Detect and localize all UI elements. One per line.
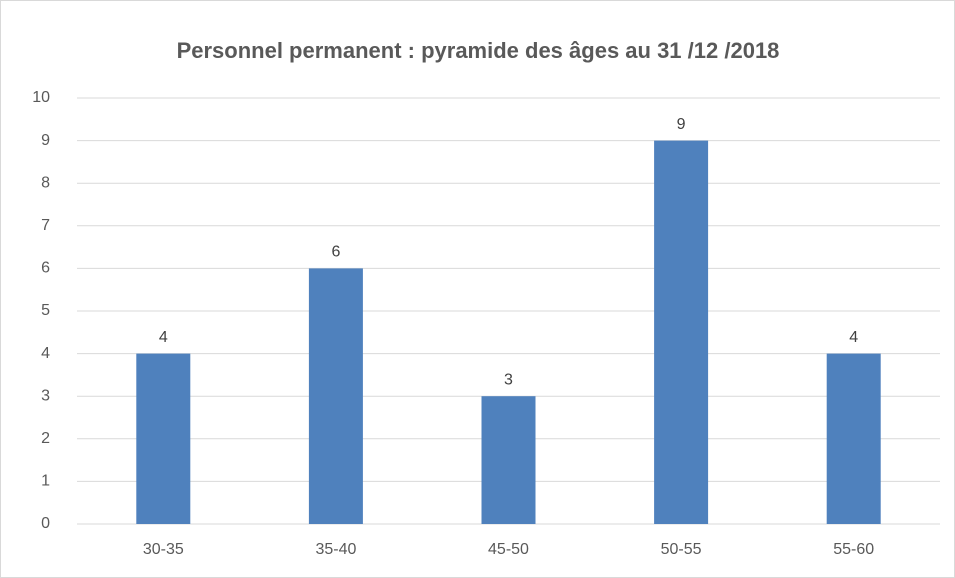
- chart-title: Personnel permanent : pyramide des âges …: [177, 38, 780, 63]
- y-tick-label: 8: [41, 174, 50, 191]
- y-tick-label: 4: [41, 345, 50, 362]
- x-tick-label: 45-50: [488, 541, 529, 558]
- y-tick-label: 5: [41, 302, 50, 319]
- data-label: 3: [504, 371, 513, 388]
- y-tick-label: 10: [32, 89, 50, 106]
- x-tick-label: 55-60: [833, 541, 874, 558]
- y-tick-label: 1: [41, 473, 50, 490]
- bar: [308, 268, 363, 524]
- y-tick-label: 6: [41, 260, 50, 277]
- bar: [481, 396, 536, 524]
- y-tick-label: 2: [41, 430, 50, 447]
- y-tick-label: 0: [41, 515, 50, 532]
- data-label: 4: [159, 329, 168, 346]
- data-label: 4: [849, 329, 858, 346]
- x-tick-label: 30-35: [143, 541, 184, 558]
- y-tick-label: 7: [41, 217, 50, 234]
- x-tick-label: 35-40: [315, 541, 356, 558]
- y-tick-label: 3: [41, 387, 50, 404]
- data-label: 9: [677, 116, 686, 133]
- bar: [826, 353, 881, 524]
- y-tick-label: 9: [41, 132, 50, 149]
- bar: [654, 140, 709, 524]
- x-tick-label: 50-55: [661, 541, 702, 558]
- bar: [136, 353, 191, 524]
- data-label: 6: [331, 244, 340, 261]
